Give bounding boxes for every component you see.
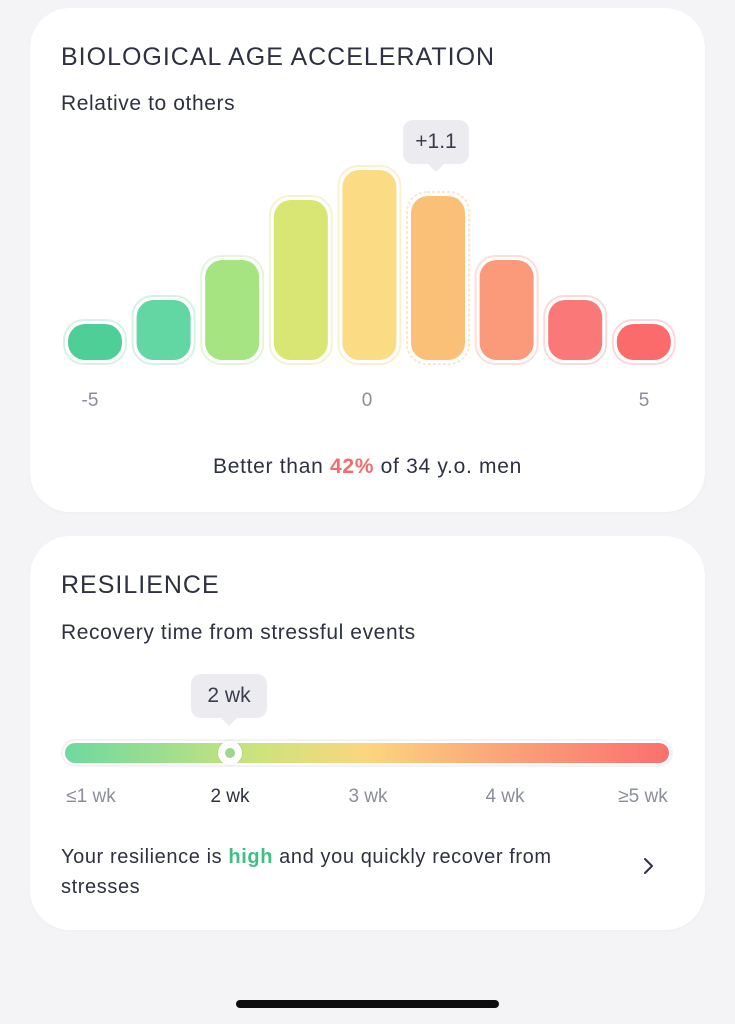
scale-label: 4 wk <box>485 786 525 807</box>
axis-mid-label: 0 <box>361 390 373 411</box>
histogram-bar <box>474 255 539 365</box>
histogram-bar <box>131 295 196 365</box>
histogram-bar <box>63 319 127 365</box>
card-title: BIOLOGICAL AGE ACCELERATION <box>61 43 496 71</box>
resilience-marker <box>218 741 242 765</box>
marker-dot <box>225 748 235 758</box>
bio-age-tooltip: +1.1 <box>403 120 469 172</box>
resilience-gradient <box>65 743 669 763</box>
home-indicator[interactable] <box>236 1000 499 1008</box>
scale-label-selected: 2 wk <box>210 786 250 807</box>
percentile-summary: Better than 42% of 34 y.o. men <box>30 455 705 479</box>
summary-suffix: of 34 y.o. men <box>374 455 522 478</box>
scale-label: ≤1 wk <box>66 786 116 807</box>
card-title: RESILIENCE <box>61 571 220 599</box>
resilience-card[interactable]: RESILIENCE Recovery time from stressful … <box>30 536 705 930</box>
bio-age-card: BIOLOGICAL AGE ACCELERATION Relative to … <box>30 8 705 512</box>
histogram-bar <box>268 195 333 365</box>
card-subtitle: Recovery time from stressful events <box>61 621 416 644</box>
percentile-value: 42% <box>329 455 375 478</box>
histogram-bar <box>200 255 265 365</box>
scale-label: ≥5 wk <box>618 786 668 807</box>
chevron-right-icon[interactable] <box>636 854 660 878</box>
histogram-bar <box>611 319 676 365</box>
axis-max-label: 5 <box>638 390 650 411</box>
description-prefix: Your resilience is <box>61 846 229 868</box>
resilience-description: Your resilience is high and you quickly … <box>61 842 601 902</box>
resilience-level: high <box>228 846 274 868</box>
histogram-bar <box>337 165 402 365</box>
resilience-scale-bar <box>61 739 673 767</box>
scale-label: 3 wk <box>348 786 388 807</box>
histogram-bar <box>543 295 608 365</box>
age-histogram <box>63 165 676 365</box>
description-suffix: and you quickly recover from stresses <box>61 846 552 898</box>
card-subtitle: Relative to others <box>61 92 236 115</box>
axis-min-label: -5 <box>81 390 99 411</box>
summary-prefix: Better than <box>213 455 330 478</box>
histogram-bar <box>406 191 470 365</box>
resilience-tooltip: 2 wk <box>191 674 267 726</box>
